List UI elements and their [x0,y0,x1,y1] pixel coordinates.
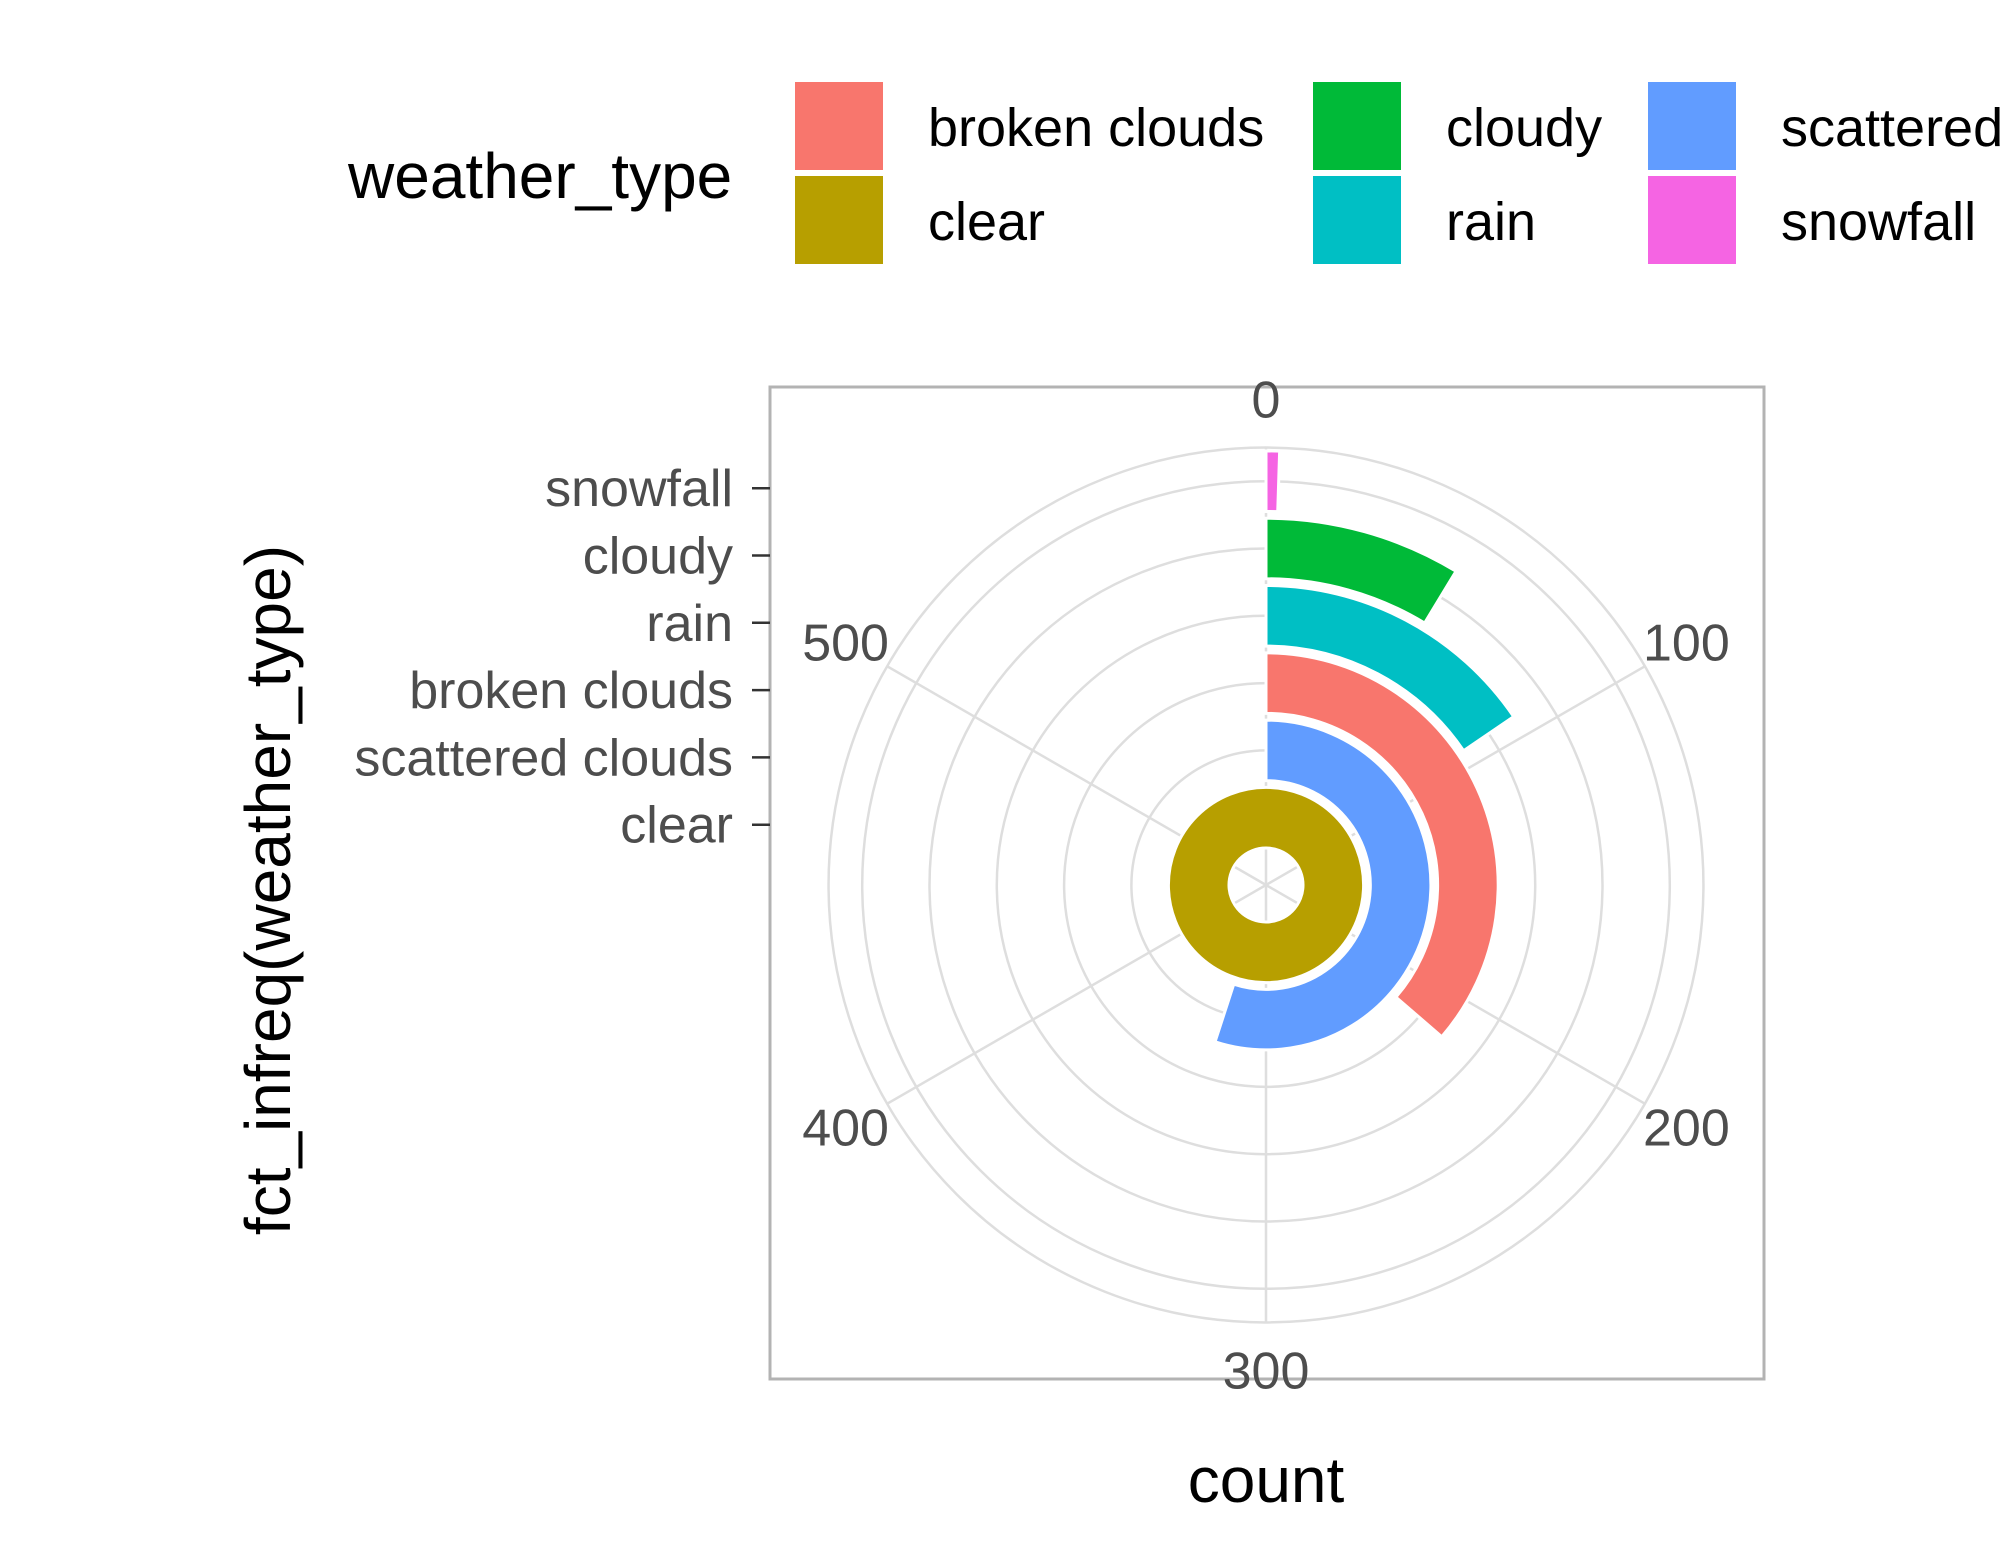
x-axis-title: count [1188,1444,1345,1516]
y-tick-label: scattered clouds [354,729,733,787]
legend-label: rain [1446,192,1536,252]
legend-swatch [1313,176,1401,264]
legend: weather_type broken clouds clear cloudy rai… [347,82,2000,264]
y-axis: clear scattered clouds broken clouds rain cl… [354,460,770,855]
theta-tick-label: 500 [802,614,889,672]
legend-swatch [1313,82,1401,170]
y-tick-label: cloudy [583,528,733,586]
bars [1166,449,1516,1052]
bar-snowfall [1264,449,1282,514]
legend-title: weather_type [347,140,732,212]
bar-cloudy [1264,516,1459,626]
theta-tick-label: 300 [1223,1342,1310,1400]
plot-panel: 0 100 200 300 400 500 [768,372,1766,1400]
y-tick-label: clear [620,797,733,855]
bar-broken-clouds [1264,651,1500,1039]
legend-swatch [795,176,883,264]
y-tick-label: broken clouds [409,662,733,720]
legend-swatch [1648,176,1736,264]
legend-label: cloudy [1446,98,1602,158]
theta-tick-label: 100 [1643,614,1730,672]
panel-border [768,385,1766,1381]
legend-label: clear [928,192,1045,252]
bar-rain [1264,584,1516,753]
theta-tick-label: 400 [802,1100,889,1158]
y-tick-label: rain [646,595,733,653]
bar-clear [1166,785,1366,985]
bar-scattered-clouds [1213,718,1433,1052]
legend-label: broken clouds [928,98,1264,158]
legend-swatch [795,82,883,170]
theta-tick-label: 200 [1643,1100,1730,1158]
legend-swatch [1648,82,1736,170]
theta-tick-label: 0 [1252,372,1281,430]
legend-label: snowfall [1781,192,1976,252]
y-tick-label: snowfall [545,460,733,518]
y-axis-title: fct_infreq(weather_type) [232,545,304,1235]
legend-label: scattered clouds [1781,98,2000,158]
